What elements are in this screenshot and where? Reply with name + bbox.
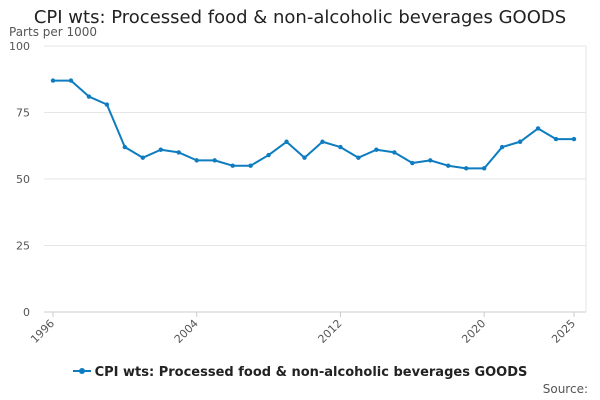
data-point-2013[interactable] — [356, 155, 361, 160]
series-group — [50, 78, 577, 171]
data-point-2016[interactable] — [410, 160, 415, 166]
data-point-2025[interactable] — [571, 136, 577, 142]
legend-line-icon — [72, 367, 91, 374]
data-point-1997[interactable] — [68, 78, 74, 83]
series-line — [52, 79, 575, 170]
data-point-1998[interactable] — [86, 94, 92, 99]
data-point-2009[interactable] — [284, 139, 289, 144]
y-axis-label: Parts per 1000 — [9, 25, 98, 39]
data-point-2004[interactable] — [194, 158, 199, 163]
grid-lines — [44, 45, 586, 246]
data-point-2010[interactable] — [302, 155, 307, 160]
x-tick-label-1996: 1996 — [28, 317, 57, 346]
data-point-2001[interactable] — [140, 155, 146, 160]
data-point-1999[interactable] — [104, 102, 110, 107]
y-tick-label-25: 25 — [16, 240, 30, 253]
data-point-2019[interactable] — [464, 166, 469, 171]
x-tick-label-2012: 2012 — [316, 317, 345, 346]
data-point-2020[interactable] — [481, 166, 487, 171]
data-point-2005[interactable] — [212, 158, 217, 163]
x-tick-label-2020: 2020 — [459, 317, 488, 346]
data-point-2022[interactable] — [517, 139, 523, 144]
data-point-2015[interactable] — [392, 150, 397, 155]
legend-label: CPI wts: Processed food & non-alcoholic … — [94, 365, 528, 380]
data-point-2006[interactable] — [230, 163, 235, 168]
y-tick-label-100: 100 — [9, 40, 30, 53]
data-point-2014[interactable] — [374, 147, 379, 152]
data-point-2024[interactable] — [553, 136, 559, 142]
data-point-2011[interactable] — [320, 139, 325, 144]
legend-marker-icon — [78, 367, 85, 374]
data-point-2023[interactable] — [535, 126, 541, 131]
data-point-2018[interactable] — [446, 163, 451, 168]
axes — [44, 46, 587, 313]
x-tick-label-2004: 2004 — [172, 317, 201, 346]
data-point-2007[interactable] — [248, 163, 253, 168]
source-label: Source: — [542, 382, 588, 396]
chart-title: CPI wts: Processed food & non-alcoholic … — [33, 7, 567, 28]
x-tick-label-2025: 2025 — [549, 317, 578, 346]
data-point-2008[interactable] — [266, 152, 271, 158]
data-point-2000[interactable] — [122, 144, 128, 150]
x-axis-ticks: 1996 2004 2012 2020 2025 — [28, 312, 578, 346]
y-tick-label-75: 75 — [16, 107, 30, 120]
data-point-2002[interactable] — [158, 147, 163, 152]
data-point-2012[interactable] — [338, 144, 343, 150]
y-tick-label-0: 0 — [23, 306, 30, 319]
y-tick-label-50: 50 — [16, 173, 30, 186]
data-point-2017[interactable] — [428, 158, 433, 163]
y-axis-ticks: 0 25 50 75 100 — [9, 40, 30, 319]
data-point-1996[interactable] — [50, 78, 56, 83]
data-point-2003[interactable] — [176, 150, 181, 155]
legend[interactable]: CPI wts: Processed food & non-alcoholic … — [0, 365, 600, 380]
data-point-2021[interactable] — [499, 144, 505, 150]
